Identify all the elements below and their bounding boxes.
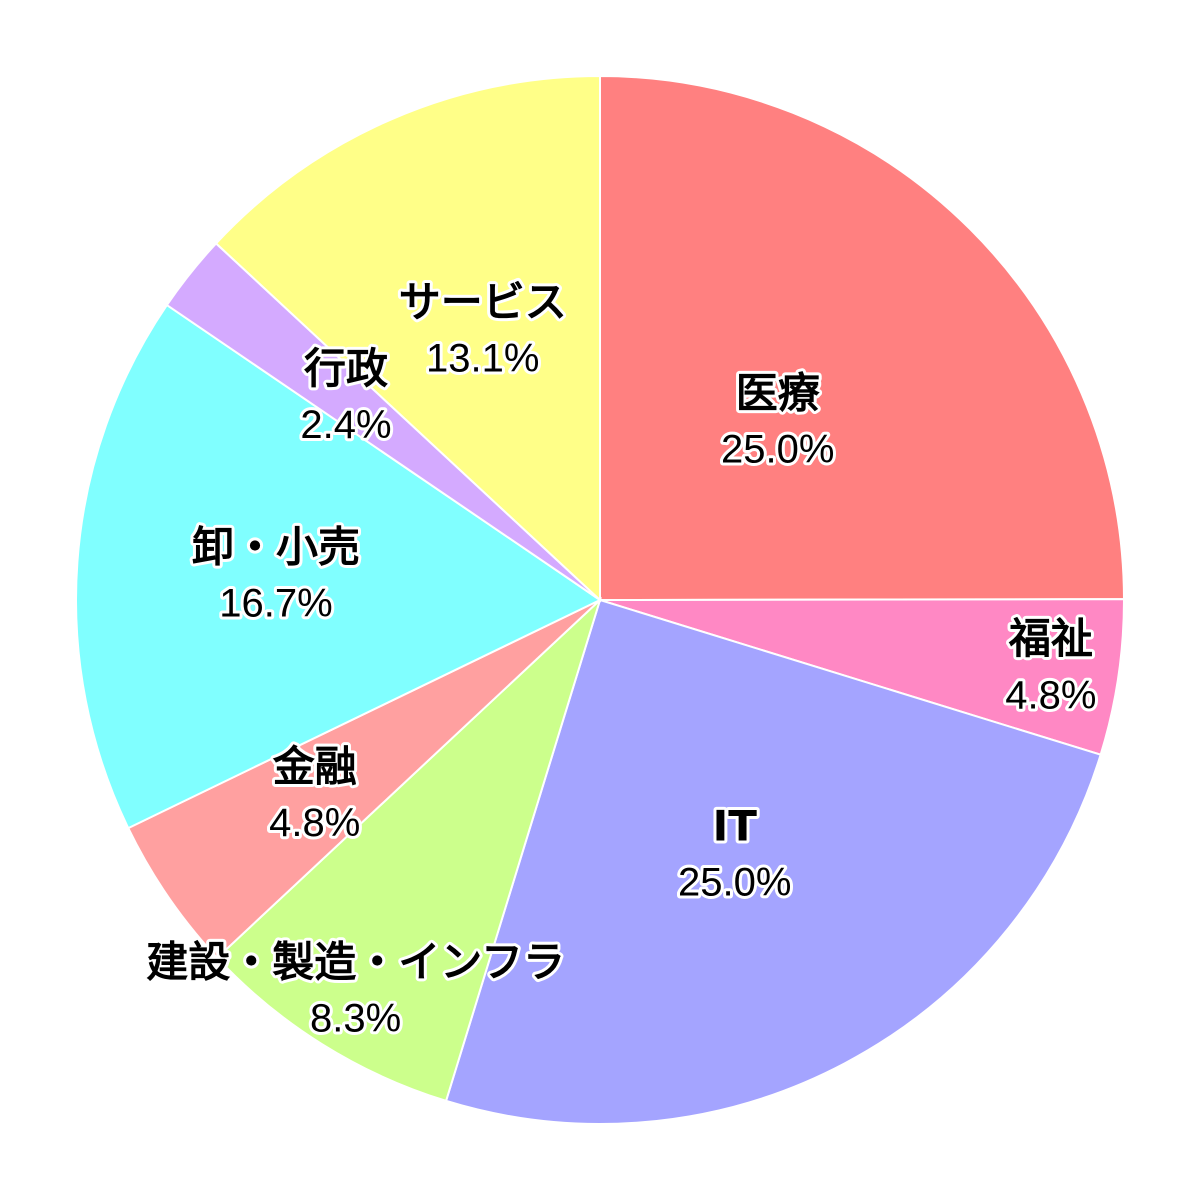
slice-value-label-6: 16.7% [219,582,332,626]
slice-value-label-8: 13.1% [426,337,539,381]
pie-slice-8 [214,74,601,603]
slice-value-label-4: 8.3% [310,997,401,1041]
pie-slice-2 [599,598,1126,756]
pie-slice-5 [126,599,601,960]
pie-slice-1 [599,74,1126,602]
pie-slice-4 [215,596,603,1103]
slice-value-label-3: 25.0% [678,860,791,904]
slice-value-label-5: 4.8% [269,801,360,845]
slice-label-6: 卸・小売 [192,523,360,572]
slice-label-3: IT [713,801,758,850]
slice-value-label-1: 25.0% [721,428,834,472]
slice-label-2: 福祉 [1008,614,1093,663]
slices-layer [75,74,1126,1125]
pie-slice-3 [444,598,1102,1125]
slice-label-4: 建設・製造・インフラ [146,938,565,987]
slice-label-1: 医療 [736,369,820,418]
pie-slice-6 [75,303,602,830]
slice-value-label-7: 2.4% [300,403,391,447]
labels-layer: 医療 25.0% 福祉 4.8% IT 25.0% 建設・製造・インフラ 8.3% 金融 4.8%… [143,275,1099,1044]
slice-label-7: 行政 [304,344,388,393]
slice-label-8: サービス [399,278,567,327]
slice-label-5: 金融 [272,742,357,791]
slice-value-label-2: 4.8% [1005,673,1096,717]
